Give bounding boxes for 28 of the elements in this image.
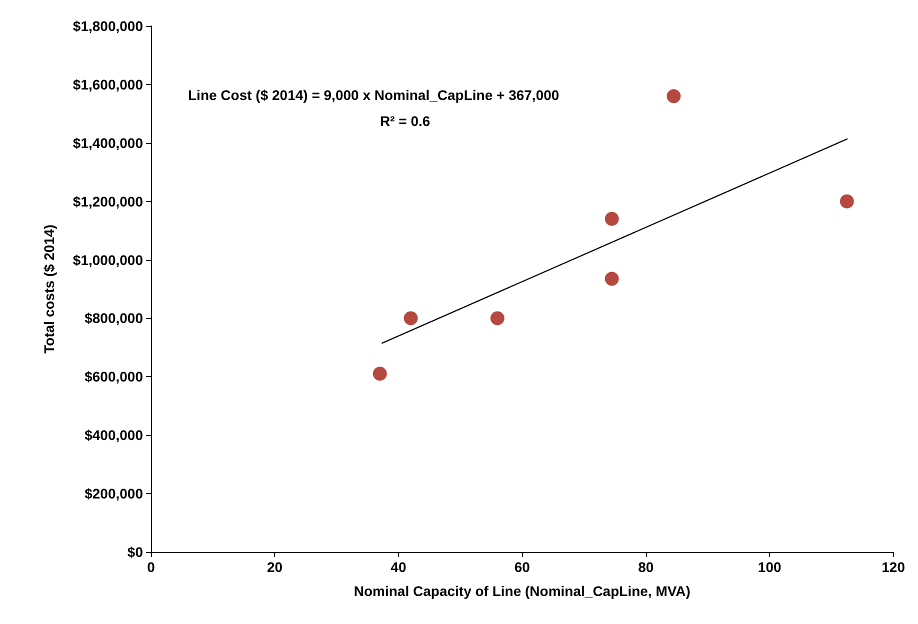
y-tick-label: $400,000 — [84, 427, 144, 444]
y-tick-label: $600,000 — [84, 368, 144, 385]
y-tick-label: $1,200,000 — [72, 193, 144, 210]
x-tick-label: 100 — [758, 559, 782, 575]
x-tick-label: 0 — [147, 559, 156, 575]
y-tick-label: $1,600,000 — [72, 76, 144, 92]
y-tick-label: $1,400,000 — [72, 134, 144, 151]
y-tick-label: $800,000 — [84, 310, 144, 326]
x-tick-label: 60 — [514, 559, 530, 575]
x-tick-label: 80 — [638, 559, 654, 575]
x-tick-label: 120 — [882, 559, 906, 575]
x-axis-title: Nominal Capacity of Line (Nominal_CapLine, MVA) — [354, 583, 690, 599]
y-tick-label: $1,800,000 — [72, 18, 144, 34]
point — [604, 272, 619, 286]
point — [490, 311, 504, 326]
point — [372, 366, 387, 381]
point — [840, 194, 854, 208]
point — [404, 311, 418, 326]
point — [666, 89, 681, 104]
annotation: R² = 0.6 — [380, 113, 430, 129]
y-tick-label: $1,000,000 — [72, 252, 144, 268]
y-tick-label: $0 — [127, 544, 144, 560]
annotation: Line Cost ($ 2014) = 9,000 x Nominal_CapLine + 367,000 — [188, 87, 560, 103]
x-tick-label: 40 — [390, 559, 406, 575]
y-axis-title: Total costs ($ 2014) — [41, 224, 57, 354]
y-tick-label: $200,000 — [84, 486, 144, 502]
point — [604, 212, 619, 226]
x-tick-label: 20 — [266, 559, 283, 575]
